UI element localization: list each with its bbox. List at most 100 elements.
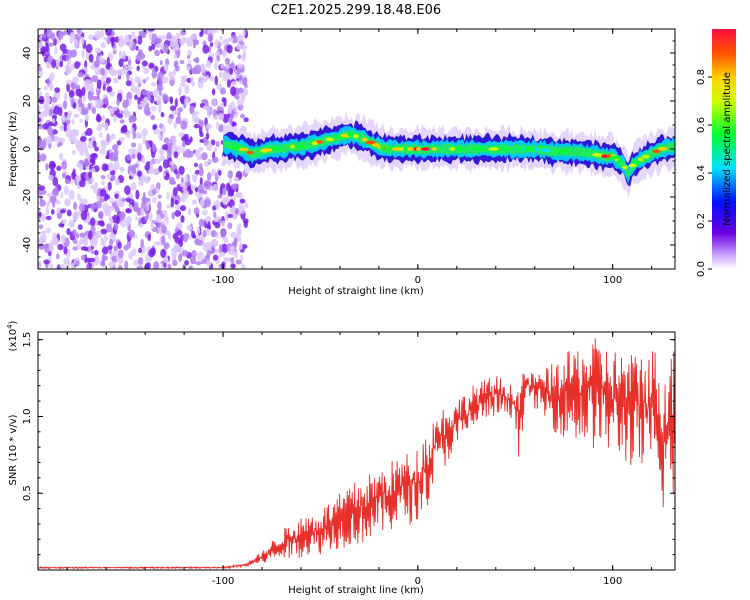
noise-speckle — [205, 228, 211, 236]
noise-speckle — [88, 171, 93, 179]
noise-speckle — [56, 253, 60, 260]
noise-speckle — [142, 135, 146, 145]
noise-speckle — [163, 137, 170, 144]
noise-speckle — [184, 97, 189, 106]
noise-speckle — [197, 184, 205, 194]
noise-speckle — [119, 119, 125, 124]
noise-speckle — [238, 241, 243, 251]
noise-speckle — [75, 232, 80, 239]
noise-speckle — [126, 65, 134, 70]
noise-speckle — [156, 221, 162, 228]
top-x-tick-label: -100 — [212, 275, 235, 286]
noise-speckle — [38, 152, 41, 162]
noise-speckle — [122, 50, 126, 60]
noise-speckle — [199, 131, 204, 138]
spectrogram-area — [38, 29, 675, 269]
signal-hotspot — [592, 152, 601, 157]
noise-speckle — [162, 159, 169, 169]
noise-speckle — [113, 78, 117, 84]
signal-hotspot — [609, 155, 620, 160]
y-multiplier-exponent: 4 — [6, 324, 14, 329]
noise-speckle — [202, 105, 208, 110]
noise-speckle — [43, 56, 49, 63]
noise-speckle — [97, 98, 104, 107]
noise-speckle — [105, 77, 112, 84]
noise-speckle — [48, 160, 56, 171]
noise-speckle — [61, 160, 68, 170]
bottom-x-tick-label: 0 — [415, 576, 421, 587]
top-y-tick-label: -20 — [22, 189, 33, 205]
signal-hotspot — [449, 147, 456, 151]
noise-speckle — [53, 237, 59, 246]
signal-hotspot — [415, 147, 421, 151]
noise-speckle — [137, 142, 143, 153]
noise-speckle — [71, 76, 79, 84]
noise-speckle — [233, 176, 240, 182]
noise-speckle — [84, 246, 89, 252]
top-x-tick-label: 100 — [603, 275, 622, 286]
signal-hotspot — [657, 146, 668, 151]
noise-speckle — [93, 60, 101, 68]
noise-speckle — [89, 203, 97, 210]
noise-speckle — [212, 254, 219, 261]
noise-speckle — [63, 185, 70, 196]
noise-speckle — [75, 260, 80, 267]
noise-speckle — [148, 249, 155, 258]
noise-speckle — [229, 68, 233, 75]
noise-speckle — [227, 108, 232, 114]
noise-speckle — [222, 49, 227, 58]
noise-speckle — [48, 242, 53, 252]
noise-speckle — [150, 183, 155, 191]
noise-speckle — [51, 118, 56, 124]
noise-speckle — [218, 71, 223, 78]
noise-speckle — [186, 37, 193, 47]
noise-speckle — [81, 86, 86, 97]
noise-speckle — [73, 113, 80, 119]
noise-speckle — [229, 115, 233, 125]
noise-speckle — [103, 196, 108, 202]
noise-speckle — [94, 230, 102, 239]
noise-speckle — [231, 205, 236, 212]
noise-speckle — [155, 43, 163, 48]
noise-speckle — [54, 46, 58, 55]
noise-speckle — [84, 113, 89, 122]
signal-hotspot — [325, 137, 334, 142]
noise-speckle — [180, 82, 187, 87]
noise-speckle — [151, 196, 157, 204]
noise-speckle — [131, 166, 137, 175]
noise-speckle — [157, 194, 162, 199]
noise-speckle — [163, 43, 169, 54]
colorbar — [712, 29, 736, 269]
noise-speckle — [184, 84, 190, 95]
noise-speckle — [204, 198, 212, 207]
noise-speckle — [175, 204, 180, 211]
noise-speckle — [174, 209, 182, 217]
noise-speckle — [59, 60, 64, 68]
noise-speckle — [111, 37, 115, 48]
colorbar-tick-label: 0.2 — [696, 213, 707, 229]
noise-speckle — [163, 242, 170, 250]
noise-speckle — [156, 209, 161, 215]
noise-speckle — [242, 29, 246, 37]
signal-hotspot — [290, 144, 296, 149]
noise-speckle — [240, 44, 248, 51]
noise-speckle — [212, 183, 219, 192]
noise-speckle — [159, 59, 163, 66]
spectrogram-axes: -100 0 100 -40 -20 0 20 40 — [22, 28, 675, 286]
bottom-y-tick-label: 1.5 — [22, 332, 33, 348]
noise-speckle — [88, 53, 94, 63]
noise-speckle — [160, 248, 167, 258]
noise-speckle — [116, 140, 122, 146]
noise-speckle — [91, 95, 98, 101]
noise-speckle — [173, 151, 179, 159]
noise-speckle — [221, 97, 226, 103]
colorbar-label: Normalized spectral amplitude — [722, 72, 733, 226]
noise-speckle — [150, 114, 156, 121]
noise-speckle — [121, 197, 126, 202]
noise-speckle — [179, 37, 186, 46]
noise-speckle — [60, 191, 64, 199]
noise-speckle — [158, 148, 165, 156]
noise-speckle — [237, 63, 244, 69]
noise-speckle — [128, 39, 134, 48]
colorbar-ticks: 0.0 0.2 0.4 0.6 0.8 — [696, 69, 712, 277]
